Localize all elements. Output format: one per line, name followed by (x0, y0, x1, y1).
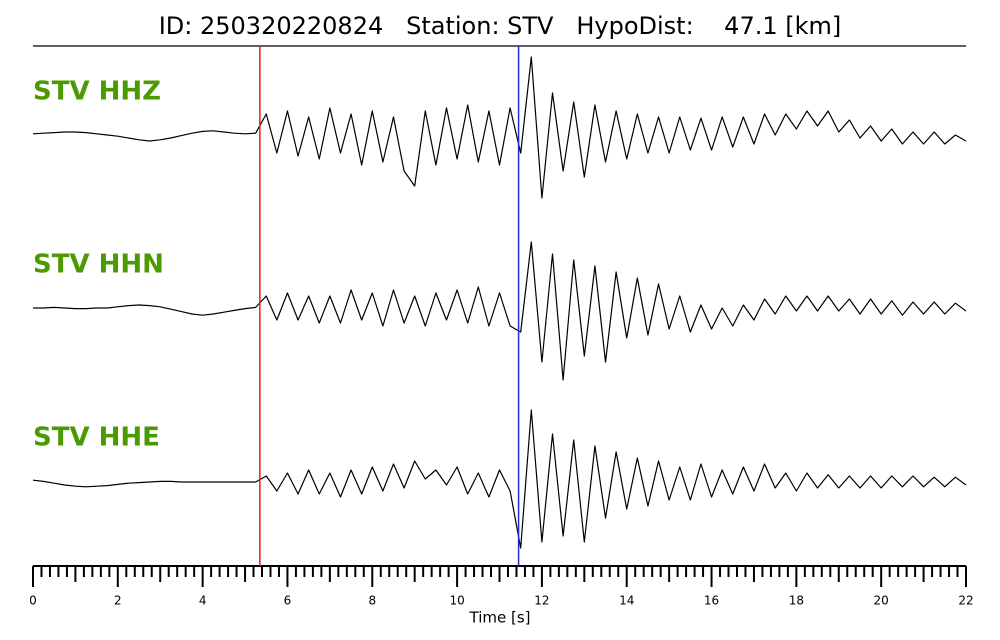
x-tick-label: 16 (704, 594, 719, 608)
trace-label: STV HHE (33, 423, 160, 453)
x-tick-label: 22 (958, 594, 973, 608)
x-tick-label: 4 (199, 594, 207, 608)
x-axis-label: Time [s] (469, 609, 531, 627)
waveform (32, 56, 967, 199)
x-tick-label: 0 (29, 594, 37, 608)
trace-label: STV HHN (33, 250, 164, 280)
x-tick-label: 8 (368, 594, 376, 608)
waveform (33, 241, 967, 381)
x-tick-label: 20 (874, 594, 889, 608)
chart-title: ID: 250320220824 Station: STV HypoDist: … (159, 12, 842, 40)
x-tick-label: 6 (284, 594, 292, 608)
x-tick-label: 10 (449, 594, 464, 608)
x-tick-label: 2 (114, 594, 122, 608)
x-tick-label: 18 (789, 594, 804, 608)
waveform (32, 409, 967, 549)
trace-label: STV HHZ (33, 77, 161, 107)
x-tick-label: 12 (534, 594, 549, 608)
x-tick-label: 14 (619, 594, 634, 608)
